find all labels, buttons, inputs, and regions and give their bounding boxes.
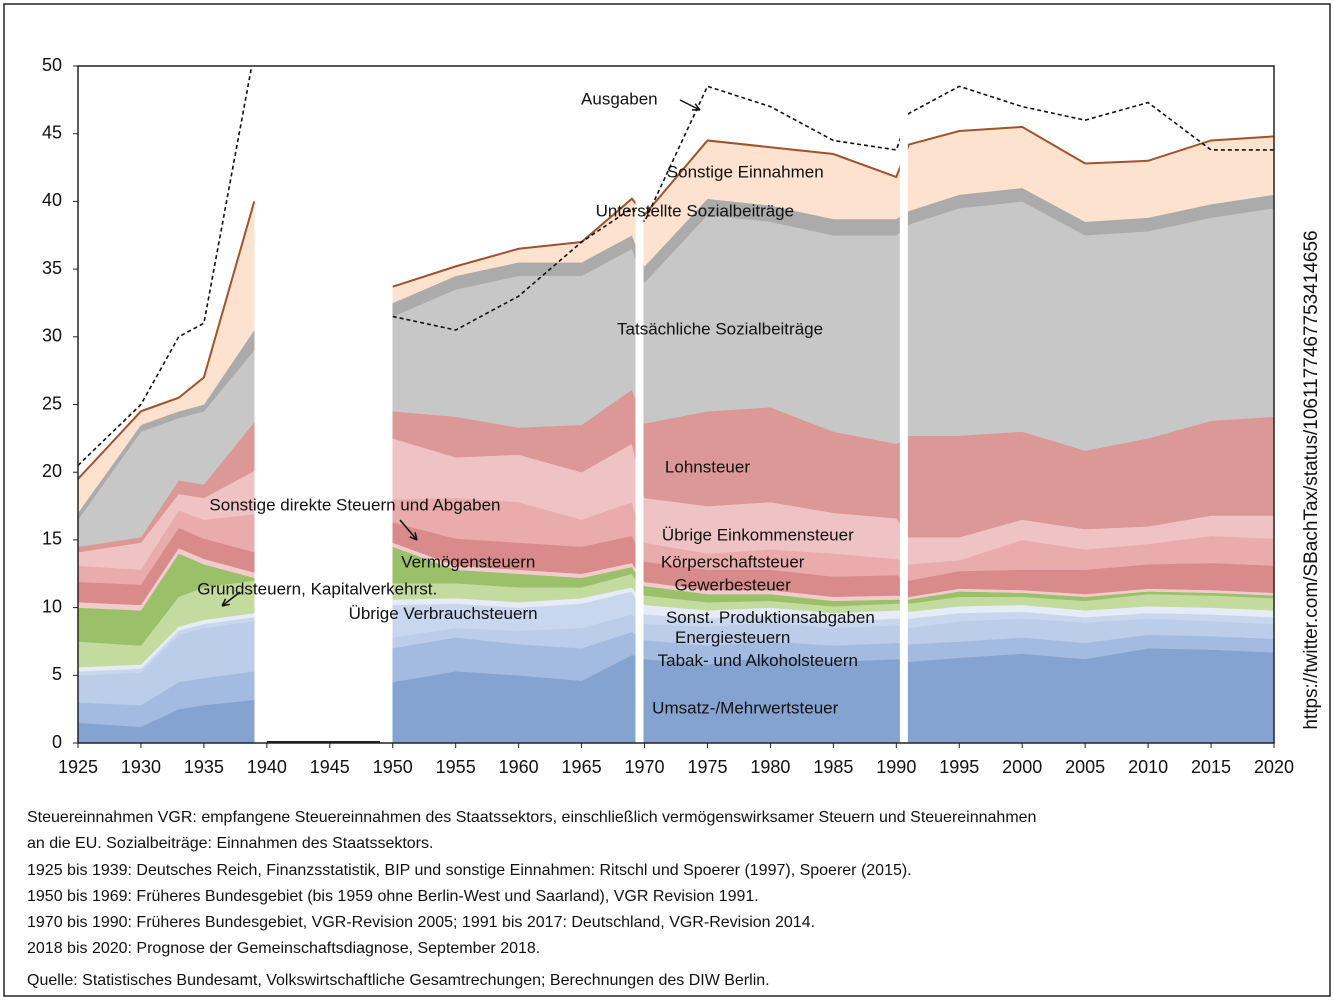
x-tick-label: 2015 (1191, 757, 1231, 777)
series-label: Gewerbesteuer (675, 575, 792, 594)
x-tick-label: 1970 (625, 757, 665, 777)
arrow-head (221, 598, 230, 607)
y-tick-label: 35 (42, 258, 62, 278)
arrow (221, 591, 241, 607)
expenditure-line (78, 66, 1274, 467)
overlay: 0 5 10 15 20 25 30 35 40 45 50 1925 1930 1935 1940 1945… (42, 55, 1294, 777)
arrow-head (691, 103, 701, 111)
y-tick-label: 50 (42, 55, 62, 75)
x-tick-label: 2010 (1128, 757, 1168, 777)
series-label: Körperschaftsteuer (661, 552, 805, 571)
series-label: Lohnsteuer (665, 458, 750, 477)
x-tick-label: 1990 (876, 757, 916, 777)
footnote: 1970 bis 1990: Früheres Bundesgebiet, VG… (27, 914, 815, 931)
y-tick-label: 15 (42, 529, 62, 549)
footnote: an die EU. Sozialbeiträge: Einnahmen des… (27, 835, 433, 852)
x-tick-label: 1960 (499, 757, 539, 777)
arrow-head (409, 532, 418, 541)
frame (3, 3, 1331, 997)
footnote: Quelle: Statistisches Bundesamt, Volkswi… (27, 972, 770, 989)
x-tick-label: 1930 (121, 757, 161, 777)
source-url: https://twitter.com/SBachTax/status/1061… (1301, 230, 1322, 729)
x-tick-label: 2000 (1002, 757, 1042, 777)
footnote: 2018 bis 2020: Prognose der Gemeinschaft… (27, 940, 540, 957)
footnote: 1950 bis 1969: Früheres Bundesgebiet (bi… (27, 888, 759, 905)
total-line (78, 125, 1274, 480)
x-tick-label: 1940 (247, 757, 287, 777)
plot-area (78, 66, 1274, 743)
x-tick-label: 1935 (184, 757, 224, 777)
x-tick-label: 1945 (310, 757, 350, 777)
series-label: Tabak- und Alkoholsteuern (658, 651, 858, 670)
x-tick-label: 1965 (562, 757, 602, 777)
series-label: Vermögensteuern (401, 552, 535, 571)
x-tick-label: 2005 (1065, 757, 1105, 777)
series-label: Tatsächliche Sozialbeiträge (617, 320, 823, 339)
y-tick-label: 20 (42, 461, 62, 481)
x-tick-label: 1975 (687, 757, 727, 777)
x-tick-label: 2020 (1254, 757, 1294, 777)
series-label: Umsatz-/Mehrwertsteuer (652, 699, 838, 718)
x-tick-label: 1995 (939, 757, 979, 777)
separator (899, 66, 908, 743)
arrow (679, 99, 701, 111)
y-tick-label: 10 (42, 596, 62, 616)
series-label: Energiesteuern (675, 628, 790, 647)
y-tick-label: 45 (42, 122, 62, 142)
footnote: Steuereinnahmen VGR: empfangene Steuerei… (27, 809, 1036, 826)
separator (635, 66, 644, 743)
footnote: 1925 bis 1939: Deutsches Reich, Finanzss… (27, 862, 912, 879)
arrow (399, 519, 418, 541)
x-tick-label: 1925 (58, 757, 98, 777)
y-tick-label: 40 (42, 190, 62, 210)
series-label: Grundsteuern, Kapitalverkehrst. (197, 579, 437, 598)
series-label: Sonstige direkte Steuern und Abgaben (209, 496, 500, 515)
y-tick-label: 25 (42, 393, 62, 413)
series-label: Übrige Verbrauchsteuern (349, 604, 538, 623)
x-tick-label: 1985 (813, 757, 853, 777)
line-label: Ausgaben (581, 89, 658, 108)
y-tick-label: 30 (42, 326, 62, 346)
x-tick-label: 1980 (750, 757, 790, 777)
series-label: Sonst. Produktionsabgaben (666, 608, 875, 627)
y-tick-label: 5 (52, 664, 62, 684)
series-label: Unterstellte Sozialbeiträge (596, 202, 794, 221)
series-label: Sonstige Einnahmen (667, 162, 824, 181)
series-label: Übrige Einkommensteuer (662, 525, 854, 544)
y-tick-label: 0 (52, 732, 62, 752)
x-tick-label: 1955 (436, 757, 476, 777)
x-tick-label: 1950 (373, 757, 413, 777)
